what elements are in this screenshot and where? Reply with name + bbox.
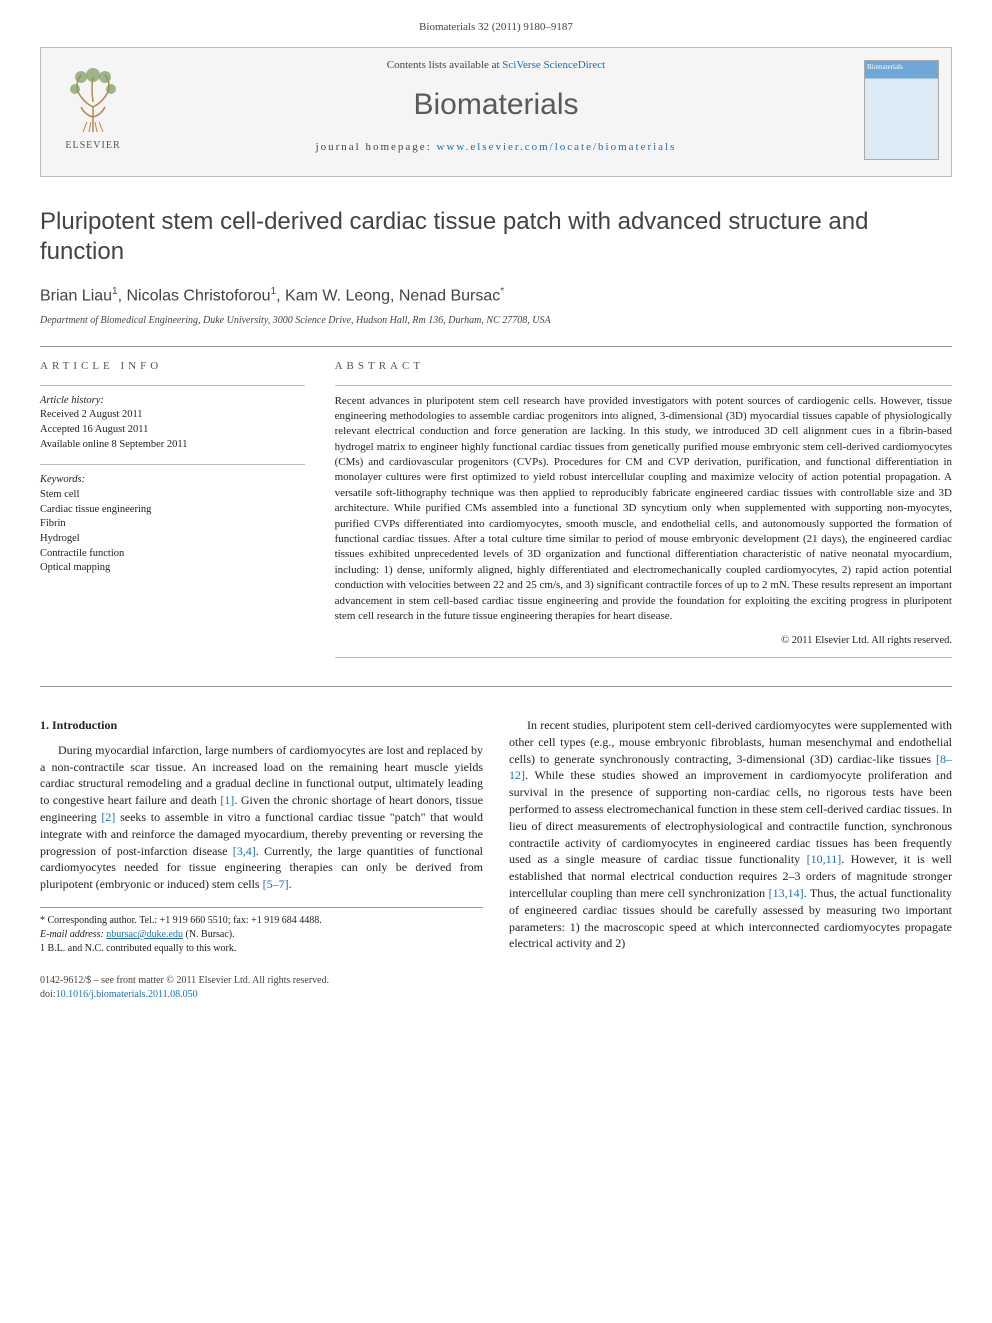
page-footer: 0142-9612/$ – see front matter © 2011 El… xyxy=(40,974,952,1002)
abstract-heading: ABSTRACT xyxy=(335,359,952,374)
article-history: Article history: Received 2 August 2011 … xyxy=(40,394,305,453)
citation-link[interactable]: [10,11] xyxy=(807,852,842,866)
doi-line: doi:10.1016/j.biomaterials.2011.08.050 xyxy=(40,988,952,1002)
citation-link[interactable]: [13,14] xyxy=(769,886,804,900)
online-date: Available online 8 September 2011 xyxy=(40,438,305,453)
keywords-label: Keywords: xyxy=(40,473,305,488)
email-line: E-mail address: nbursac@duke.edu (N. Bur… xyxy=(40,928,483,942)
footnotes: * Corresponding author. Tel.: +1 919 660… xyxy=(40,907,483,956)
article-info-column: ARTICLE INFO Article history: Received 2… xyxy=(40,359,305,666)
info-divider xyxy=(40,385,305,386)
journal-title: Biomaterials xyxy=(41,84,951,126)
email-label: E-mail address: xyxy=(40,929,106,940)
history-label: Article history: xyxy=(40,394,305,409)
section-divider xyxy=(40,346,952,347)
abstract-divider xyxy=(335,385,952,386)
section-divider xyxy=(40,686,952,687)
author: Nenad Bursac xyxy=(399,288,500,305)
affiliation: Department of Biomedical Engineering, Du… xyxy=(40,314,952,328)
email-suffix: (N. Bursac). xyxy=(183,929,235,940)
doi-prefix: doi: xyxy=(40,989,56,1000)
section-heading: 1. Introduction xyxy=(40,717,483,734)
author-marker: 1 xyxy=(112,286,118,297)
body-paragraph: In recent studies, pluripotent stem cell… xyxy=(509,717,952,952)
keyword: Cardiac tissue engineering xyxy=(40,503,305,518)
keyword: Fibrin xyxy=(40,517,305,532)
accepted-date: Accepted 16 August 2011 xyxy=(40,423,305,438)
abstract-divider xyxy=(335,657,952,658)
keyword: Hydrogel xyxy=(40,532,305,547)
elsevier-tree-icon xyxy=(63,67,123,137)
author: Brian Liau xyxy=(40,288,112,305)
running-header: Biomaterials 32 (2011) 9180–9187 xyxy=(40,20,952,35)
article-info-heading: ARTICLE INFO xyxy=(40,359,305,374)
sciencedirect-link[interactable]: SciVerse ScienceDirect xyxy=(502,59,605,71)
journal-homepage-link[interactable]: www.elsevier.com/locate/biomaterials xyxy=(437,141,677,153)
contents-available-line: Contents lists available at SciVerse Sci… xyxy=(41,58,951,73)
corresponding-author-note: * Corresponding author. Tel.: +1 919 660… xyxy=(40,914,483,928)
front-matter-line: 0142-9612/$ – see front matter © 2011 El… xyxy=(40,974,952,988)
copyright-line: © 2011 Elsevier Ltd. All rights reserved… xyxy=(335,634,952,649)
equal-contribution-note: 1 B.L. and N.C. contributed equally to t… xyxy=(40,942,483,956)
body-text-run: In recent studies, pluripotent stem cell… xyxy=(509,718,952,766)
authors-line: Brian Liau1, Nicolas Christoforou1, Kam … xyxy=(40,285,952,308)
keyword: Contractile function xyxy=(40,547,305,562)
received-date: Received 2 August 2011 xyxy=(40,408,305,423)
citation-link[interactable]: [2] xyxy=(101,810,115,824)
article-title: Pluripotent stem cell-derived cardiac ti… xyxy=(40,207,952,267)
keywords-block: Keywords: Stem cell Cardiac tissue engin… xyxy=(40,473,305,576)
author-marker: * xyxy=(500,286,504,297)
doi-link[interactable]: 10.1016/j.biomaterials.2011.08.050 xyxy=(56,989,198,1000)
keyword: Optical mapping xyxy=(40,561,305,576)
keyword: Stem cell xyxy=(40,488,305,503)
journal-banner: ELSEVIER Contents lists available at Sci… xyxy=(40,47,952,177)
body-paragraph: During myocardial infarction, large numb… xyxy=(40,742,483,893)
citation-link[interactable]: [3,4] xyxy=(233,844,256,858)
publisher-logo: ELSEVIER xyxy=(53,60,133,160)
publisher-name: ELSEVIER xyxy=(65,139,120,153)
abstract-column: ABSTRACT Recent advances in pluripotent … xyxy=(335,359,952,666)
homepage-prefix: journal homepage: xyxy=(316,141,437,153)
section-title: Introduction xyxy=(52,718,117,732)
cover-thumb-label: Biomaterials xyxy=(867,63,903,71)
abstract-text: Recent advances in pluripotent stem cell… xyxy=(335,394,952,625)
email-link[interactable]: nbursac@duke.edu xyxy=(106,929,183,940)
info-divider xyxy=(40,464,305,465)
author: Nicolas Christoforou xyxy=(127,288,271,305)
citation-link[interactable]: [1] xyxy=(220,793,234,807)
body-text: 1. Introduction During myocardial infarc… xyxy=(40,717,952,956)
citation-link[interactable]: [5–7] xyxy=(263,877,289,891)
contents-prefix: Contents lists available at xyxy=(387,59,502,71)
journal-cover-thumb: Biomaterials xyxy=(864,60,939,160)
section-number: 1. xyxy=(40,718,49,732)
author-marker: 1 xyxy=(271,286,277,297)
author: Kam W. Leong xyxy=(285,288,390,305)
body-text-run: . xyxy=(289,877,292,891)
journal-homepage-line: journal homepage: www.elsevier.com/locat… xyxy=(41,140,951,155)
